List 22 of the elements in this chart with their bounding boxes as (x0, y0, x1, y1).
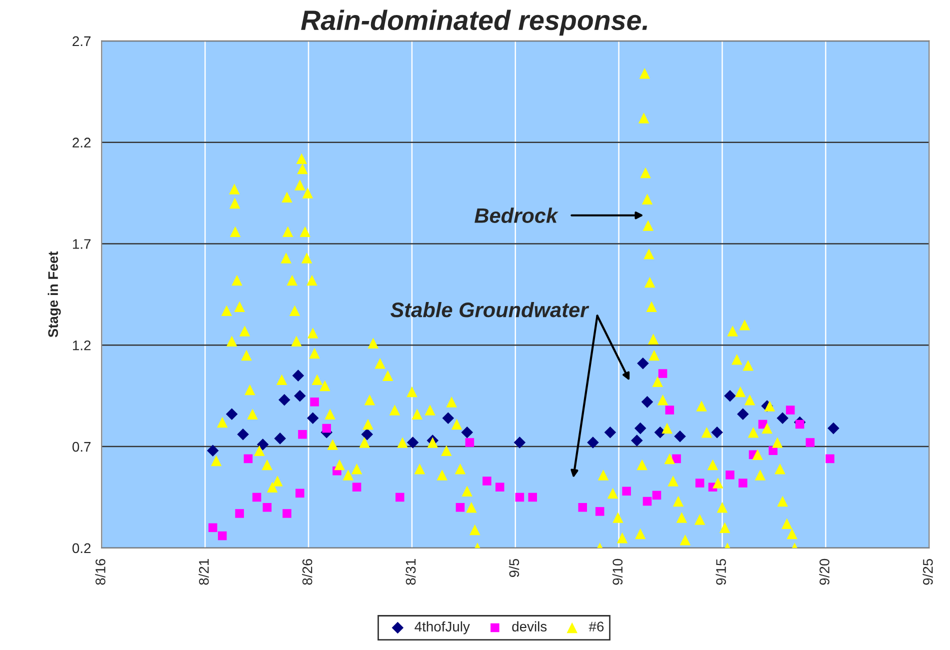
x-tick-label: 9/10 (612, 558, 623, 585)
x-tick-label: 8/31 (405, 559, 416, 585)
x-tick-label: 8/26 (302, 558, 312, 585)
annotation: Bedrock (474, 208, 558, 223)
y-tick-label: 1.2 (72, 340, 91, 350)
x-tick-label: 9/20 (819, 558, 830, 585)
x-tick-label: 9/15 (716, 558, 726, 585)
x-tick-label: 9/5 (508, 558, 520, 578)
annotation: Stable Groundwater (390, 302, 590, 318)
y-tick-label: 0.2 (72, 543, 91, 554)
y-tick-label: 0.7 (72, 442, 91, 452)
y-tick-label: 2.7 (72, 36, 91, 46)
x-tick-label: 8/16 (95, 558, 106, 585)
chart-title: Rain-dominated response. (301, 10, 648, 36)
legend-label: 4thofJuly (414, 621, 470, 634)
y-tick-label: 1.7 (72, 239, 91, 249)
legend-label: devils (512, 621, 547, 632)
y-tick-label: 2.2 (72, 138, 91, 148)
y-axis-title: Stage in Feet (48, 251, 61, 338)
x-tick-label: 8/21 (198, 559, 209, 585)
x-tick-label: 9/25 (922, 558, 933, 585)
legend-label: #6 (588, 622, 604, 632)
